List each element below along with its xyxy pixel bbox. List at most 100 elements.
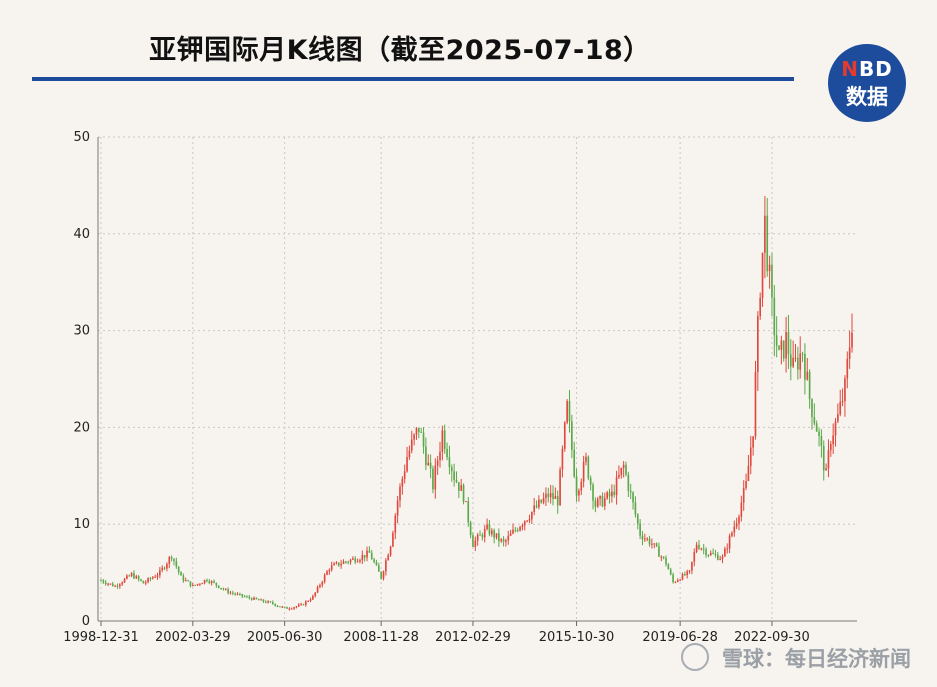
candle-up [759, 297, 762, 317]
candle-up [721, 556, 724, 559]
candle-up [846, 358, 849, 379]
candle-down [601, 496, 604, 507]
candle-up [686, 571, 689, 576]
logo-text-bottom: 数据 [846, 85, 888, 109]
candle-up [660, 556, 663, 558]
candle-up [837, 414, 839, 422]
candle-up [316, 586, 319, 593]
candle-down [488, 524, 491, 535]
candle-down [813, 417, 816, 424]
candle-up [512, 529, 514, 534]
candle-down [782, 340, 785, 359]
candle-up [519, 526, 521, 531]
candle-up [700, 548, 703, 550]
candle-down [771, 264, 773, 298]
candle-down [775, 335, 778, 346]
candle-up [825, 468, 827, 471]
candle-up [107, 583, 109, 585]
candle-down [380, 571, 382, 579]
candle-up [794, 357, 797, 359]
candle-down [815, 423, 818, 432]
candle-down [173, 558, 175, 562]
candle-down [140, 579, 142, 581]
candle-down [262, 599, 265, 602]
candle-up [465, 501, 467, 503]
candle-up [742, 487, 745, 503]
candle-down [493, 530, 495, 538]
candle-down [347, 561, 350, 563]
candle-up [688, 570, 691, 572]
x-tick-label: 2008-11-28 [343, 630, 419, 645]
candle-up [203, 579, 206, 584]
candle-up [401, 478, 404, 487]
candle-up [109, 583, 112, 585]
candle-up [549, 492, 552, 498]
title-underline [32, 77, 794, 81]
candle-up [201, 583, 204, 585]
candle-down [377, 565, 380, 572]
candle-up [460, 485, 463, 491]
candle-down [208, 581, 211, 583]
candle-up [646, 538, 649, 540]
candle-up [806, 371, 809, 380]
candle-up [834, 421, 837, 436]
candle-down [274, 603, 277, 606]
candle-down [811, 399, 813, 418]
candle-up [323, 574, 326, 582]
candle-down [422, 432, 425, 447]
candle-up [441, 430, 444, 452]
y-tick-label: 0 [82, 614, 90, 629]
candle-up [483, 528, 486, 538]
candle-down [608, 492, 611, 497]
candle-up [260, 599, 262, 601]
candle-up [156, 575, 159, 577]
candle-down [443, 430, 446, 449]
candle-down [370, 552, 373, 560]
candle-down [789, 354, 792, 367]
y-tick-label: 50 [73, 130, 90, 145]
candle-up [191, 584, 194, 587]
candle-down [629, 490, 632, 493]
candle-up [253, 597, 255, 600]
candle-up [545, 493, 547, 499]
candle-down [213, 581, 215, 583]
candle-up [321, 581, 324, 586]
candle-up [476, 534, 479, 541]
candle-up [747, 465, 750, 481]
candle-down [514, 529, 517, 531]
candle-down [368, 550, 371, 553]
candle-down [302, 604, 305, 606]
candle-up [474, 540, 477, 547]
candle-up [799, 353, 802, 370]
candle-up [210, 581, 213, 583]
candle-down [455, 479, 458, 483]
candle-up [229, 592, 232, 594]
candle-up [328, 569, 331, 572]
candle-down [432, 468, 434, 490]
candle-down [778, 345, 780, 350]
candle-up [740, 502, 743, 517]
candle-up [340, 563, 342, 566]
candle-up [236, 593, 239, 595]
candle-up [724, 548, 726, 557]
candle-down [345, 561, 347, 563]
candle-up [761, 252, 764, 298]
candle-up [121, 582, 124, 585]
candle-down [636, 514, 639, 524]
candle-up [427, 462, 430, 466]
candle-up [841, 401, 844, 403]
x-tick-label: 2012-02-29 [435, 630, 511, 645]
candle-up [356, 561, 359, 563]
candle-down [246, 596, 248, 598]
candle-down [182, 575, 185, 581]
candle-up [342, 561, 345, 564]
candle-up [330, 565, 333, 570]
candle-down [128, 575, 131, 577]
candle-down [420, 431, 423, 433]
candle-down [180, 572, 182, 576]
candle-up [582, 461, 585, 482]
candle-up [764, 215, 766, 253]
candle-up [436, 460, 439, 466]
candle-down [241, 593, 244, 597]
candle-down [613, 491, 616, 496]
